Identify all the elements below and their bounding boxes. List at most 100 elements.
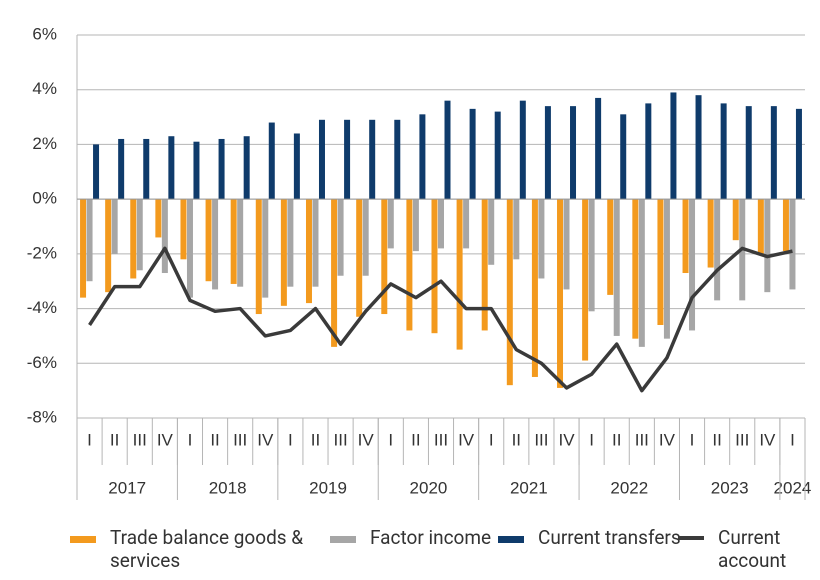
bar [789,199,796,290]
x-tick-label: I [489,430,494,449]
bar [318,119,325,200]
x-tick-label: III [635,430,649,449]
bar [287,199,294,287]
x-tick-label: I [388,430,393,449]
bar [394,119,401,200]
bar [155,199,162,238]
bar [638,199,645,347]
x-tick-label: I [188,430,193,449]
bar [663,199,670,339]
x-tick-label: IV [257,430,274,449]
bar [212,199,219,290]
bar [406,199,413,331]
bar [80,199,87,298]
x-tick-label: III [233,430,247,449]
legend-swatch [678,536,704,540]
bar [613,199,620,336]
x-tick-label: II [612,430,621,449]
bar [118,138,125,200]
bar [538,199,545,279]
legend-label: Factor income [370,526,492,549]
bar [381,199,388,315]
x-tick-label: IV [458,430,475,449]
bar [331,199,338,347]
bar [544,106,551,200]
bar [645,103,652,200]
bar [714,199,721,301]
bar [670,92,677,200]
x-tick-label: III [534,430,548,449]
bar [344,119,351,200]
bar [595,97,602,200]
x-tick-label: IV [157,430,174,449]
line [88,246,793,393]
bar [293,133,300,200]
x-tick-label: III [133,430,147,449]
y-tick-label: 0% [32,189,57,208]
bar [111,199,118,254]
x-tick-label: III [334,430,348,449]
bar [795,108,802,200]
y-tick-label: -4% [27,298,57,317]
bar [720,103,727,200]
bar [689,199,696,331]
y-tick-label: 6% [32,24,57,43]
year-label: 2022 [610,478,648,497]
bar [764,199,771,293]
x-tick-label: II [411,430,420,449]
bar [268,122,275,200]
x-tick-label: I [589,430,594,449]
x-tick-label: II [110,430,119,449]
bar [519,100,526,200]
year-label: 2023 [711,478,749,497]
bar [782,199,789,252]
legend-swatch [498,536,524,543]
legend-label: Current transfers [538,526,681,549]
bar [305,199,312,304]
bar [168,136,175,200]
bar [494,111,501,200]
bar [262,199,269,298]
bar [136,199,143,271]
bar [732,199,739,241]
year-label: 2024 [774,478,812,497]
x-tick-label: II [712,430,721,449]
year-label: 2018 [209,478,247,497]
legend-item: Current transfers [498,526,688,549]
year-label: 2017 [108,478,146,497]
legend-swatch [330,536,356,543]
x-tick-label: II [512,430,521,449]
bar [682,199,689,274]
x-tick-label: IV [558,430,575,449]
x-tick-label: IV [358,430,375,449]
bar [695,95,702,200]
bar [412,199,419,252]
bar [130,199,137,279]
bar [481,199,488,331]
bar [707,199,714,268]
bar [513,199,520,260]
bar [745,106,752,200]
bar [180,199,187,260]
bar [93,144,100,200]
legend-label: Current account [718,526,787,572]
bar [143,138,150,200]
bar [563,199,570,290]
bar [620,114,627,200]
bar [205,199,212,282]
bar [243,136,250,200]
bar [387,199,394,249]
bar [438,199,444,249]
legend-label: Trade balance goods & services [110,526,304,572]
bar [557,199,564,388]
legend: Trade balance goods & services Factor inc… [70,526,820,576]
bar [456,199,463,350]
x-tick-label: III [735,430,749,449]
y-tick-label: -2% [27,243,57,262]
legend-item: Current account [678,526,820,572]
year-label: 2020 [410,478,448,497]
y-tick-label: -8% [27,407,57,426]
bar [582,199,589,361]
bar [161,199,168,274]
bar [280,199,287,306]
